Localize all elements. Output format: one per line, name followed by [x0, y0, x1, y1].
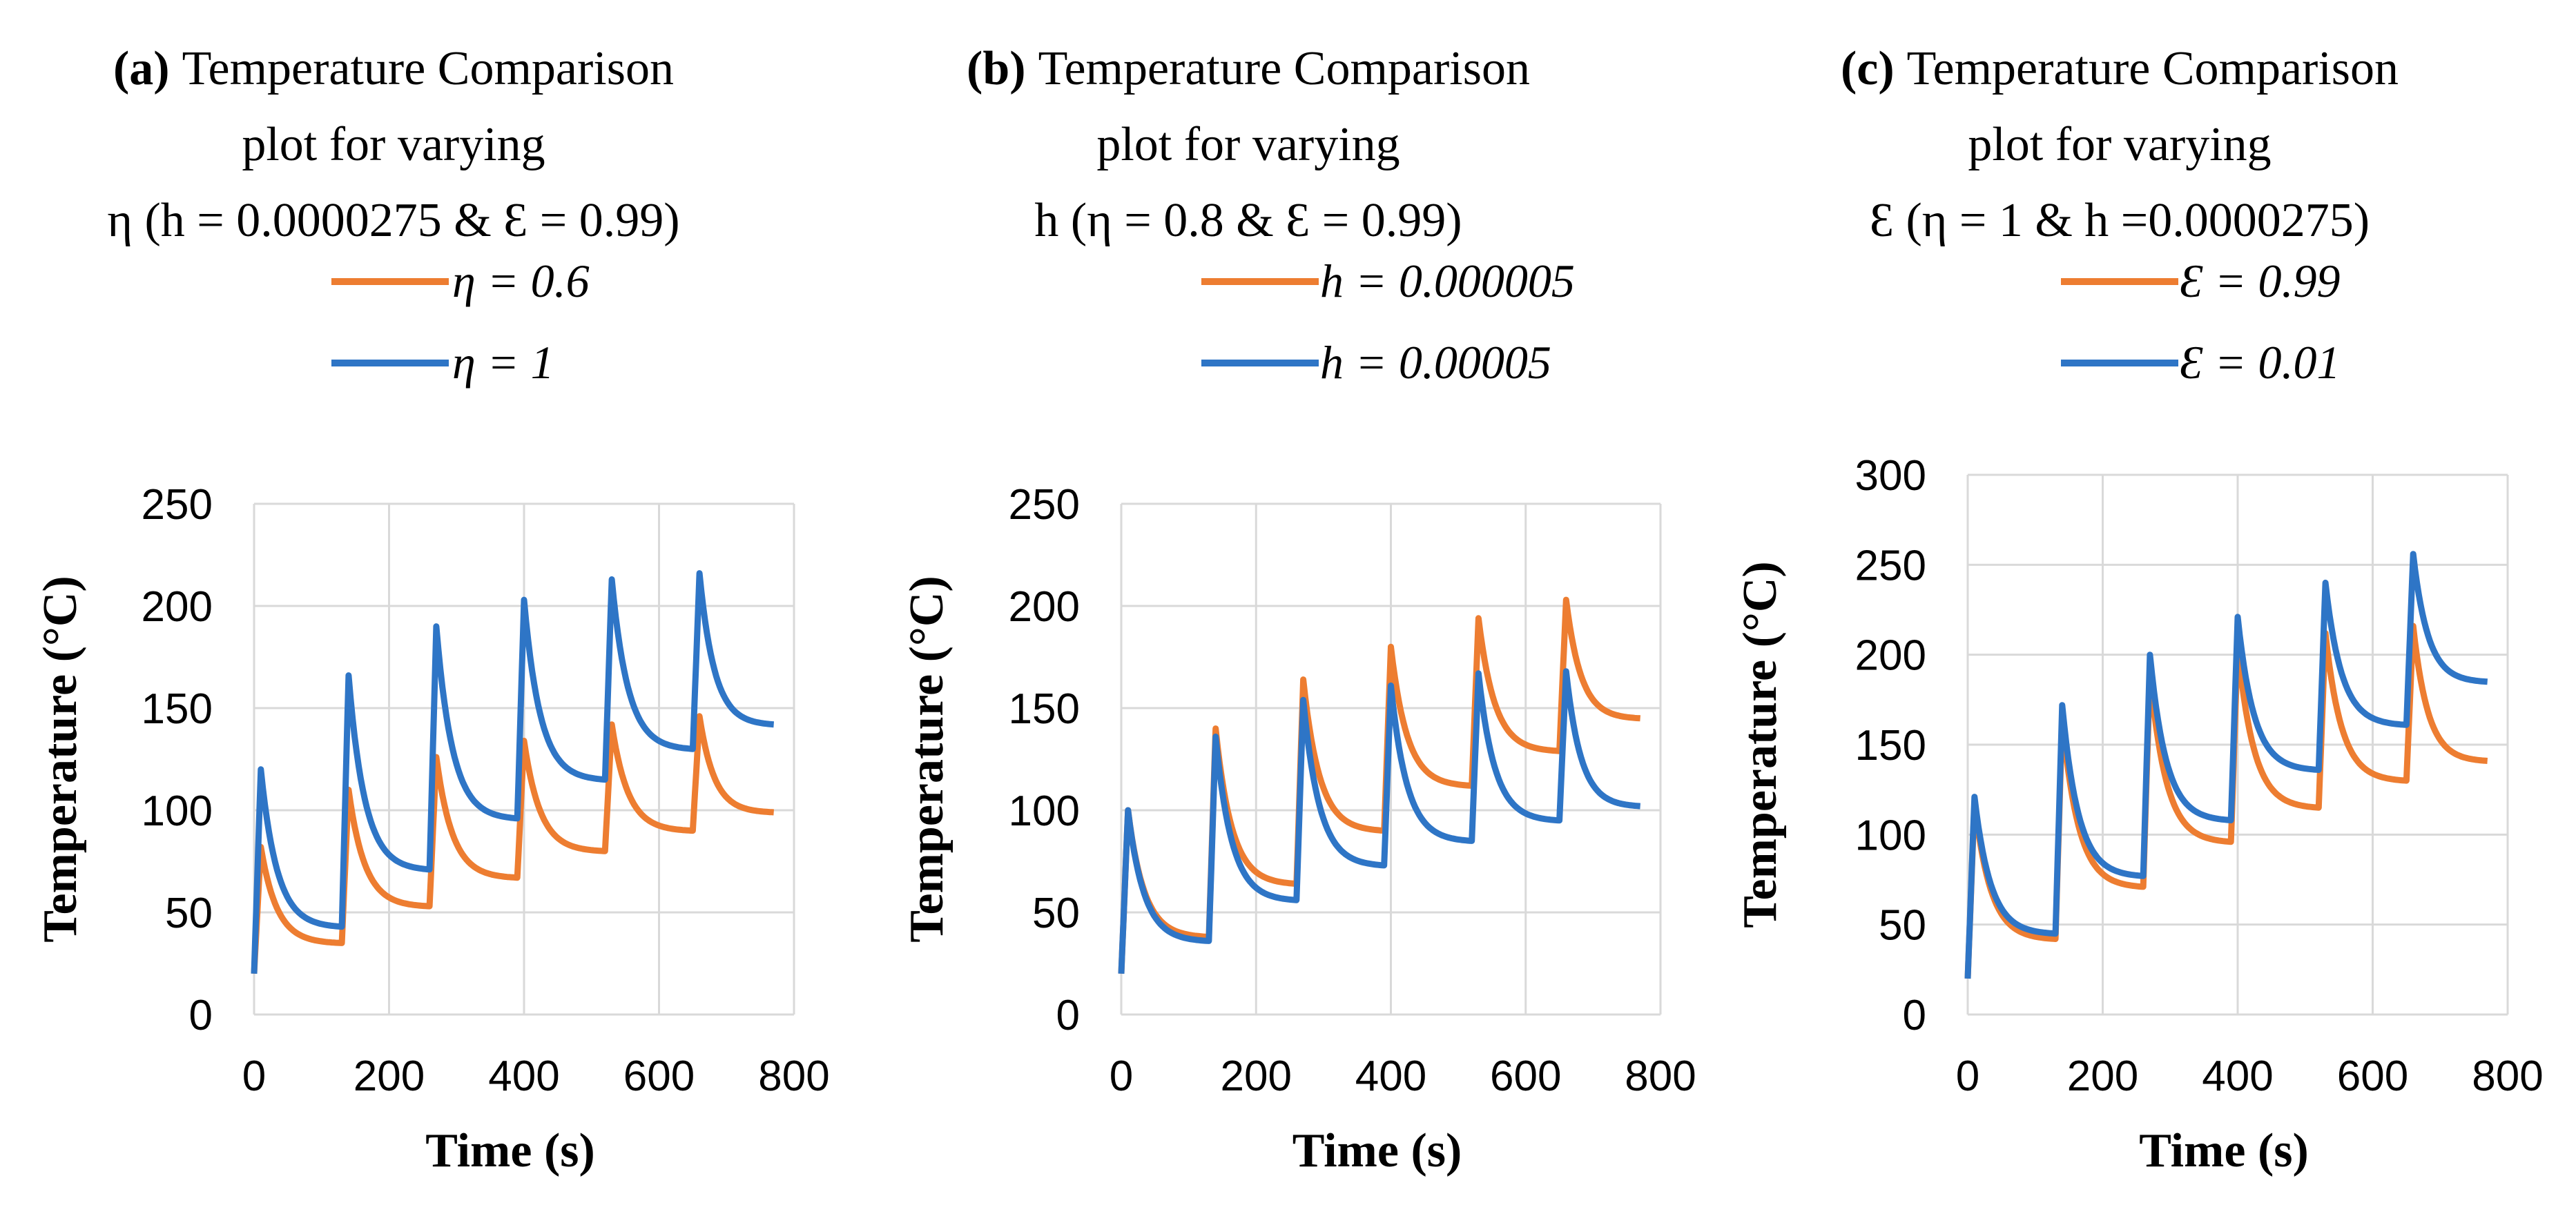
x-tick-label: 200: [354, 1052, 425, 1100]
x-tick-label: 0: [1956, 1052, 1979, 1100]
y-tick-label: 150: [1855, 722, 1926, 770]
chart-title: (a) Temperature Comparison: [113, 42, 674, 95]
y-tick-label: 50: [1879, 902, 1926, 950]
legend-label-0: η = 0.6: [452, 255, 590, 307]
series-line-1: [1964, 551, 2489, 979]
chart-panel-b: (b) Temperature Comparison plot for varyin…: [900, 42, 1696, 1177]
y-tick-label: 100: [142, 787, 213, 835]
chart-subtitle: plot for varying: [1096, 118, 1400, 171]
chart-subtitle: plot for varying: [242, 118, 545, 171]
legend-label-1: Ɛ = 0.01: [2180, 336, 2341, 389]
y-tick-label: 250: [1009, 481, 1080, 529]
series-line-1: [251, 570, 775, 974]
y-tick-label: 50: [1032, 890, 1080, 937]
x-axis-label: Time (s): [2139, 1124, 2309, 1177]
chart-title-tag: (c): [1841, 42, 1895, 95]
y-tick-label: 300: [1855, 452, 1926, 500]
x-tick-label: 600: [1490, 1052, 1561, 1100]
chart-title-line1: Temperature Comparison: [1038, 42, 1530, 95]
x-tick-label: 400: [1355, 1052, 1426, 1100]
x-axis-label: Time (s): [1292, 1124, 1462, 1177]
x-tick-label: 200: [2067, 1052, 2138, 1100]
x-tick-label: 400: [488, 1052, 559, 1100]
legend-label-0: h = 0.000005: [1320, 255, 1575, 307]
legend-label-1: h = 0.00005: [1320, 336, 1551, 389]
y-tick-label: 50: [165, 890, 213, 937]
chart-panel-c: (c) Temperature Comparison plot for varyin…: [1734, 42, 2544, 1177]
y-axis-label: Temperature (°C): [34, 576, 87, 943]
y-tick-label: 0: [1056, 992, 1080, 1039]
y-tick-label: 200: [1855, 632, 1926, 680]
x-tick-label: 600: [623, 1052, 695, 1100]
chart-parameters: Ɛ (η = 1 & h =0.0000275): [1870, 194, 2370, 247]
y-tick-label: 200: [142, 583, 213, 631]
y-tick-label: 150: [1009, 685, 1080, 733]
y-tick-label: 250: [142, 481, 213, 529]
x-tick-label: 200: [1221, 1052, 1292, 1100]
y-tick-label: 100: [1009, 787, 1080, 835]
x-tick-label: 0: [242, 1052, 266, 1100]
y-tick-label: 0: [189, 992, 213, 1039]
x-tick-label: 800: [1625, 1052, 1696, 1100]
y-tick-label: 100: [1855, 812, 1926, 859]
chart-parameters: η (h = 0.0000275 & Ɛ = 0.99): [107, 194, 679, 247]
y-tick-label: 150: [142, 685, 213, 733]
x-tick-label: 0: [1110, 1052, 1133, 1100]
y-tick-label: 0: [1903, 992, 1926, 1039]
chart-title: (c) Temperature Comparison: [1841, 42, 2399, 95]
y-axis-label: Temperature (°C): [900, 576, 953, 943]
y-tick-label: 250: [1855, 542, 1926, 589]
legend-label-1: η = 1: [452, 336, 554, 389]
chart-panel-a: (a) Temperature Comparison plot for varyin…: [34, 42, 830, 1177]
x-axis-label: Time (s): [425, 1124, 595, 1177]
chart-title: (b) Temperature Comparison: [967, 42, 1530, 95]
chart-title-tag: (b): [967, 42, 1026, 95]
x-tick-label: 800: [2472, 1052, 2543, 1100]
x-tick-label: 800: [758, 1052, 829, 1100]
chart-title-tag: (a): [113, 42, 170, 95]
chart-title-line1: Temperature Comparison: [1907, 42, 2399, 95]
y-axis-label: Temperature (°C): [1734, 561, 1787, 928]
y-tick-label: 200: [1009, 583, 1080, 631]
chart-parameters: h (η = 0.8 & Ɛ = 0.99): [1034, 194, 1462, 247]
x-tick-label: 400: [2202, 1052, 2273, 1100]
x-tick-label: 600: [2337, 1052, 2408, 1100]
series-line-0: [251, 713, 775, 974]
legend-label-0: Ɛ = 0.99: [2180, 255, 2341, 307]
chart-title-line1: Temperature Comparison: [182, 42, 674, 95]
series-line-1: [1118, 668, 1642, 974]
chart-subtitle: plot for varying: [1968, 118, 2271, 171]
series-line-0: [1964, 623, 2489, 979]
